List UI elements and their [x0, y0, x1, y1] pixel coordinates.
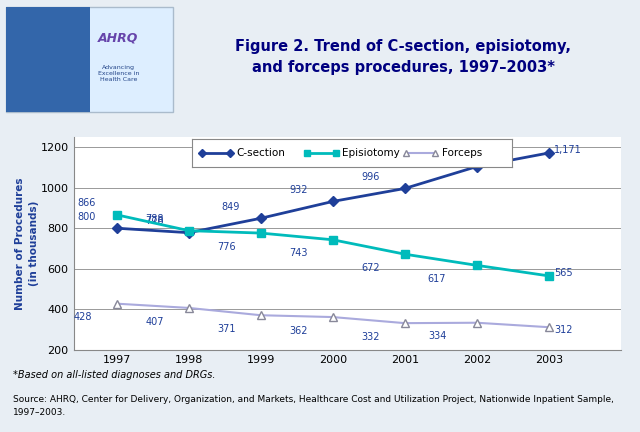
Text: Source: AHRQ, Center for Delivery, Organization, and Markets, Healthcare Cost an: Source: AHRQ, Center for Delivery, Organ… — [13, 395, 614, 417]
Text: 334: 334 — [428, 331, 446, 341]
Text: 362: 362 — [289, 326, 308, 336]
Text: C-section: C-section — [237, 148, 285, 158]
Text: 617: 617 — [428, 274, 446, 284]
Text: 312: 312 — [554, 325, 573, 335]
Text: 866: 866 — [77, 198, 96, 209]
Text: 932: 932 — [289, 185, 308, 195]
Text: 800: 800 — [77, 212, 96, 222]
Text: 1,171: 1,171 — [554, 145, 582, 155]
Text: 776: 776 — [217, 242, 236, 252]
Bar — [6, 7, 173, 112]
Text: *Based on all-listed diagnoses and DRGs.: *Based on all-listed diagnoses and DRGs. — [13, 370, 215, 380]
Text: Forceps: Forceps — [442, 148, 482, 158]
Text: Episiotomy: Episiotomy — [342, 148, 400, 158]
Text: 1,104: 1,104 — [419, 150, 446, 160]
Text: 371: 371 — [218, 324, 236, 334]
Text: 407: 407 — [145, 317, 164, 327]
Text: 428: 428 — [74, 312, 92, 322]
Text: 332: 332 — [362, 332, 380, 342]
Text: 778: 778 — [145, 216, 164, 226]
Text: AHRQ: AHRQ — [98, 32, 139, 44]
Text: 788: 788 — [145, 214, 164, 224]
Text: 565: 565 — [554, 268, 573, 278]
Bar — [6, 7, 90, 112]
Text: Advancing
Excellence in
Health Care: Advancing Excellence in Health Care — [98, 65, 139, 83]
Text: 996: 996 — [362, 172, 380, 182]
Text: 849: 849 — [221, 202, 240, 212]
Text: 743: 743 — [289, 248, 308, 258]
Text: 672: 672 — [361, 263, 380, 273]
Text: Number of Procedures
(in thousands): Number of Procedures (in thousands) — [15, 177, 38, 310]
Text: Figure 2. Trend of C-section, episiotomy,
and forceps procedures, 1997–2003*: Figure 2. Trend of C-section, episiotomy… — [236, 39, 572, 75]
